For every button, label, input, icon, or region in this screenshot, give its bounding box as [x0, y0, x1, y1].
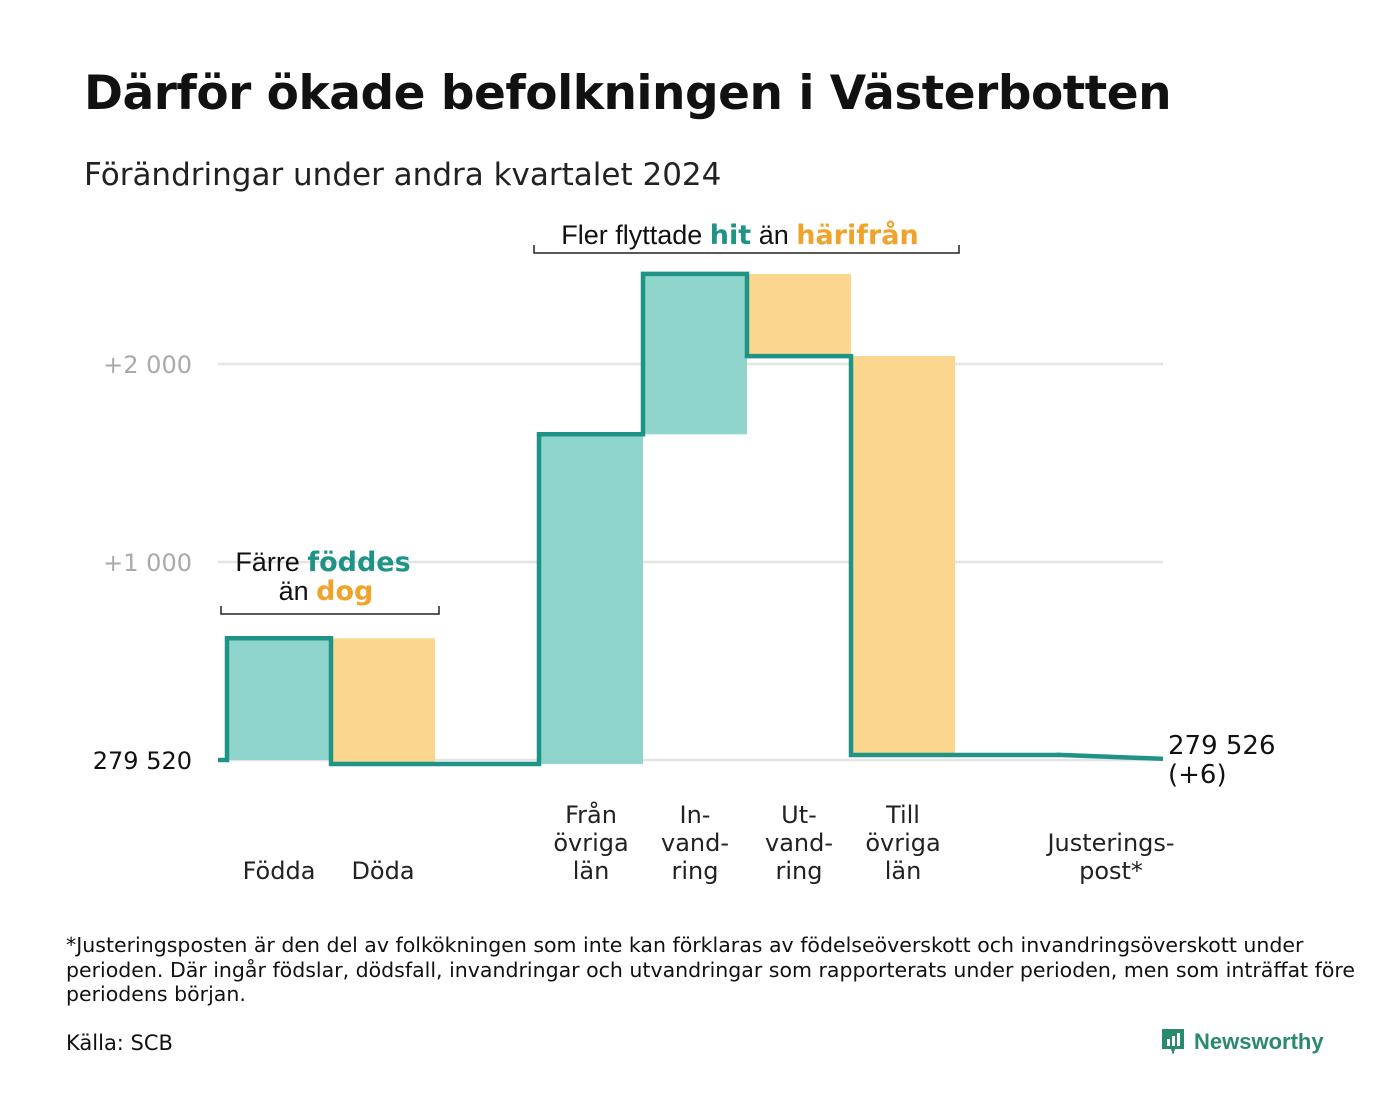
annotation-births-line2: än dog	[279, 576, 374, 607]
x-category-label: vand-	[661, 829, 729, 857]
bar-invandring	[643, 273, 747, 435]
annotation-highlight-harifran: härifrån	[796, 219, 919, 251]
x-category-label: övriga	[865, 829, 940, 857]
x-category-label: övriga	[553, 829, 628, 857]
newsworthy-logo-icon	[1162, 1029, 1184, 1055]
x-category-label: vand-	[765, 829, 833, 857]
y-tick-label: +2 000	[103, 351, 192, 379]
x-category-label: län	[885, 857, 922, 885]
y-tick-label: +1 000	[103, 549, 192, 577]
y-tick-label: 279 520	[93, 747, 192, 775]
end-value-label: (+6)	[1168, 760, 1227, 790]
brand-logo: Newsworthy	[1160, 1027, 1324, 1057]
brand-name: Newsworthy	[1194, 1029, 1324, 1054]
x-category-label: län	[573, 857, 610, 885]
x-category-label: In-	[680, 801, 711, 829]
bar-fodda	[227, 638, 331, 760]
page-title: Därför ökade befolkningen i Västerbotten	[84, 66, 1172, 121]
cumulative-step-line	[218, 271, 1164, 767]
x-category-label: Födda	[243, 857, 316, 885]
bar-doda	[331, 638, 435, 764]
annotation-bracket-births	[220, 606, 440, 615]
x-category-label: Ut-	[781, 801, 817, 829]
annotation-births-line1: Färre föddes	[235, 547, 410, 578]
x-category-label: ring	[672, 857, 719, 885]
footnote: *Justeringsposten är den del av folkökni…	[66, 933, 1355, 1006]
x-category-label: Från	[565, 800, 617, 829]
bar-till_ovriga_lan	[851, 356, 955, 756]
bar-fran_ovriga_lan	[539, 434, 643, 764]
bar-utvandring	[747, 273, 851, 357]
annotation-bracket-migration	[533, 245, 960, 254]
x-category-label: ring	[776, 857, 823, 885]
source-note: Källa: SCB	[66, 1031, 173, 1055]
annotation-highlight-hit: hit	[710, 220, 751, 251]
x-category-label: Justerings-	[1045, 829, 1174, 857]
x-category-label: post*	[1079, 857, 1143, 885]
end-value-label: 279 526	[1168, 731, 1276, 761]
annotation-highlight-fodde: föddes	[307, 547, 410, 578]
chart-subtitle: Förändringar under andra kvartalet 2024	[84, 157, 722, 193]
annotation-highlight-dog: dog	[316, 576, 373, 607]
x-category-label: Till	[885, 801, 920, 829]
x-category-label: Döda	[351, 857, 414, 885]
annotation-migration: Fler flyttade hit än härifrån	[561, 219, 919, 251]
